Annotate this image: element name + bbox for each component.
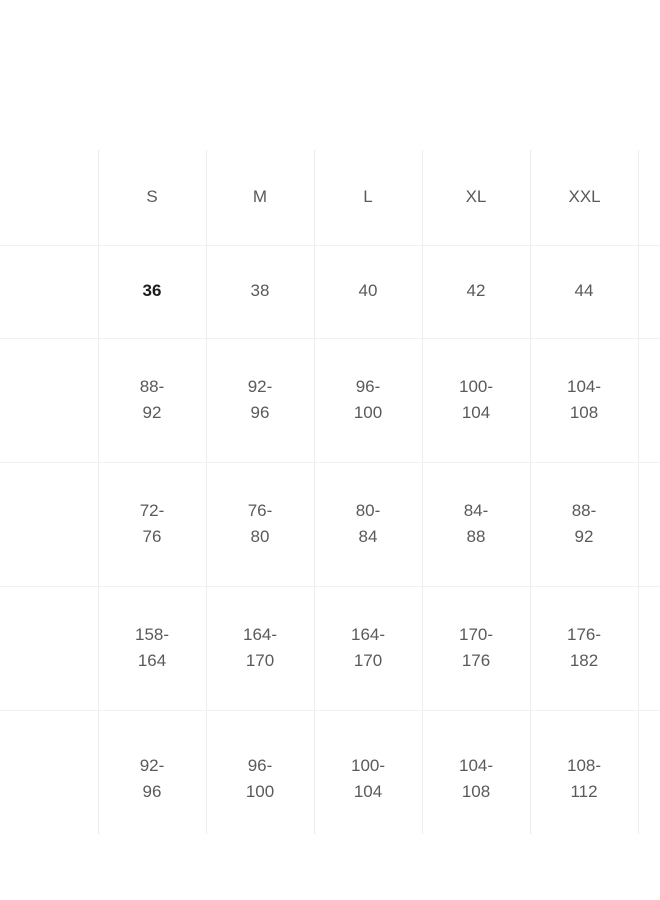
header-cell-3xl: 3XL bbox=[638, 150, 660, 246]
header-cell-xl: XL bbox=[422, 150, 531, 246]
cell-measure-s: 158-164 bbox=[98, 586, 207, 711]
cell-measure-l: 96-100 bbox=[314, 338, 423, 463]
cell-size-xl: 42 bbox=[422, 245, 531, 339]
header-cell-m: M bbox=[206, 150, 315, 246]
header-cell-l: L bbox=[314, 150, 423, 246]
cell-size-3xl: 46 bbox=[638, 245, 660, 339]
row-label bbox=[0, 245, 99, 339]
size-chart-header: S M L XL XXL 3XL bbox=[0, 150, 660, 246]
table-row: 92-96 96-100 100-104 104-108 108-112 112… bbox=[0, 710, 660, 834]
cell-measure-l: 164-170 bbox=[314, 586, 423, 711]
cell-size-s: 36 bbox=[98, 245, 207, 339]
cell-measure-xl: 104-108 bbox=[422, 710, 531, 834]
size-chart-scroll-container[interactable]: S M L XL XXL 3XL 36 38 40 42 44 46 bbox=[0, 150, 660, 834]
row-label bbox=[0, 710, 99, 834]
cell-size-l: 40 bbox=[314, 245, 423, 339]
table-row: 72-76 76-80 80-84 84-88 88-92 92-96 bbox=[0, 462, 660, 587]
cell-measure-l: 80-84 bbox=[314, 462, 423, 587]
cell-measure-3xl: 170-176 bbox=[638, 586, 660, 711]
cell-measure-xxl: 176-182 bbox=[530, 586, 639, 711]
header-cell-s: S bbox=[98, 150, 207, 246]
cell-measure-m: 92-96 bbox=[206, 338, 315, 463]
cell-measure-l: 100-104 bbox=[314, 710, 423, 834]
cell-measure-m: 164-170 bbox=[206, 586, 315, 711]
cell-measure-xl: 84-88 bbox=[422, 462, 531, 587]
row-label bbox=[0, 462, 99, 587]
table-row: 36 38 40 42 44 46 bbox=[0, 245, 660, 339]
cell-measure-xl: 170-176 bbox=[422, 586, 531, 711]
cell-measure-s: 88-92 bbox=[98, 338, 207, 463]
size-chart-body: 36 38 40 42 44 46 88-92 92-96 96-100 100… bbox=[0, 245, 660, 834]
table-row: 88-92 92-96 96-100 100-104 104-108 108-1… bbox=[0, 338, 660, 463]
cell-measure-m: 96-100 bbox=[206, 710, 315, 834]
cell-measure-xxl: 108-112 bbox=[530, 710, 639, 834]
cell-measure-s: 72-76 bbox=[98, 462, 207, 587]
cell-measure-3xl: 108-112 bbox=[638, 338, 660, 463]
header-cell-xxl: XXL bbox=[530, 150, 639, 246]
cell-measure-xxl: 88-92 bbox=[530, 462, 639, 587]
cell-size-xxl: 44 bbox=[530, 245, 639, 339]
table-row: 158-164 164-170 164-170 170-176 176-182 … bbox=[0, 586, 660, 711]
cell-measure-m: 76-80 bbox=[206, 462, 315, 587]
row-label bbox=[0, 338, 99, 463]
cell-measure-3xl: 92-96 bbox=[638, 462, 660, 587]
header-row: S M L XL XXL 3XL bbox=[0, 150, 660, 246]
cell-measure-xxl: 104-108 bbox=[530, 338, 639, 463]
row-label bbox=[0, 586, 99, 711]
header-cell-label bbox=[0, 150, 99, 246]
size-chart-table: S M L XL XXL 3XL 36 38 40 42 44 46 bbox=[0, 150, 660, 834]
cell-measure-3xl: 112-116 bbox=[638, 710, 660, 834]
cell-measure-xl: 100-104 bbox=[422, 338, 531, 463]
cell-size-m: 38 bbox=[206, 245, 315, 339]
cell-measure-s: 92-96 bbox=[98, 710, 207, 834]
